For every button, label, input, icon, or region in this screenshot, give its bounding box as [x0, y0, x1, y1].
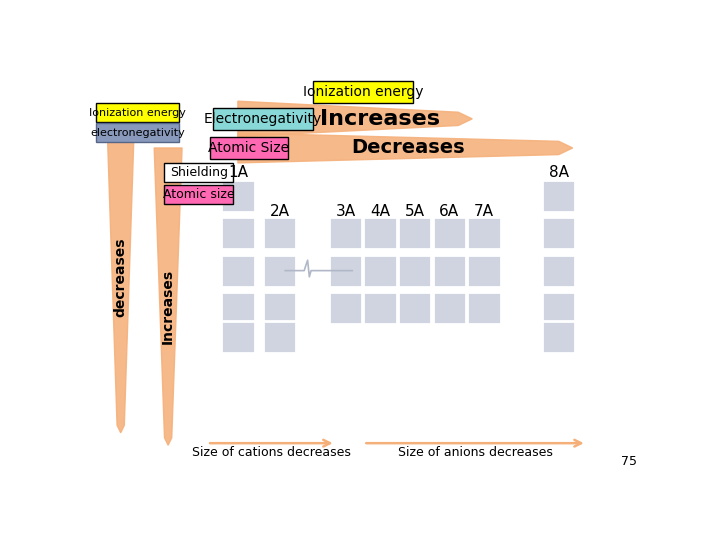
FancyBboxPatch shape: [364, 292, 397, 324]
FancyBboxPatch shape: [329, 217, 362, 249]
FancyBboxPatch shape: [221, 180, 255, 212]
Text: Ionization energy: Ionization energy: [89, 107, 186, 118]
FancyBboxPatch shape: [433, 217, 466, 249]
FancyBboxPatch shape: [542, 321, 575, 353]
Text: Electronegativity: Electronegativity: [204, 112, 322, 126]
FancyBboxPatch shape: [313, 81, 413, 103]
FancyBboxPatch shape: [210, 137, 288, 159]
FancyBboxPatch shape: [433, 255, 466, 287]
FancyBboxPatch shape: [96, 103, 179, 122]
Text: 7A: 7A: [474, 204, 494, 219]
FancyBboxPatch shape: [433, 292, 466, 324]
FancyBboxPatch shape: [221, 292, 255, 324]
Text: Size of anions decreases: Size of anions decreases: [397, 446, 552, 459]
Polygon shape: [154, 148, 182, 446]
FancyBboxPatch shape: [542, 180, 575, 212]
Polygon shape: [238, 133, 572, 163]
Text: 3A: 3A: [336, 204, 356, 219]
Text: Ionization energy: Ionization energy: [303, 85, 423, 99]
FancyBboxPatch shape: [329, 255, 362, 287]
FancyBboxPatch shape: [364, 255, 397, 287]
Text: 1A: 1A: [228, 165, 248, 180]
Text: electronegativity: electronegativity: [90, 127, 185, 138]
Text: Atomic size: Atomic size: [163, 188, 235, 201]
Polygon shape: [238, 101, 472, 137]
FancyBboxPatch shape: [467, 292, 500, 324]
FancyBboxPatch shape: [467, 217, 500, 249]
Text: Increases: Increases: [161, 268, 175, 343]
FancyBboxPatch shape: [263, 255, 297, 287]
Text: Atomic Size: Atomic Size: [209, 141, 289, 155]
FancyBboxPatch shape: [398, 255, 431, 287]
FancyBboxPatch shape: [364, 217, 397, 249]
FancyBboxPatch shape: [164, 163, 233, 183]
Text: Decreases: Decreases: [351, 138, 465, 158]
Text: Size of cations decreases: Size of cations decreases: [192, 446, 351, 459]
FancyBboxPatch shape: [164, 185, 233, 204]
Text: 6A: 6A: [439, 204, 459, 219]
FancyBboxPatch shape: [398, 292, 431, 324]
FancyBboxPatch shape: [221, 321, 255, 353]
FancyBboxPatch shape: [263, 217, 297, 249]
FancyBboxPatch shape: [263, 321, 297, 353]
Text: Shielding: Shielding: [170, 166, 228, 179]
FancyBboxPatch shape: [221, 255, 255, 287]
FancyBboxPatch shape: [467, 255, 500, 287]
FancyBboxPatch shape: [398, 217, 431, 249]
Text: 4A: 4A: [370, 204, 390, 219]
FancyBboxPatch shape: [542, 292, 575, 324]
Text: Increases: Increases: [320, 109, 440, 129]
FancyBboxPatch shape: [96, 123, 179, 142]
FancyBboxPatch shape: [213, 108, 313, 130]
Text: decreases: decreases: [114, 237, 127, 316]
Text: 5A: 5A: [405, 204, 425, 219]
FancyBboxPatch shape: [329, 292, 362, 324]
FancyBboxPatch shape: [542, 255, 575, 287]
Text: 2A: 2A: [270, 204, 289, 219]
Text: 75: 75: [621, 455, 637, 468]
Polygon shape: [107, 114, 135, 433]
FancyBboxPatch shape: [542, 217, 575, 249]
FancyBboxPatch shape: [221, 217, 255, 249]
Text: 8A: 8A: [549, 165, 569, 180]
FancyBboxPatch shape: [263, 292, 297, 324]
